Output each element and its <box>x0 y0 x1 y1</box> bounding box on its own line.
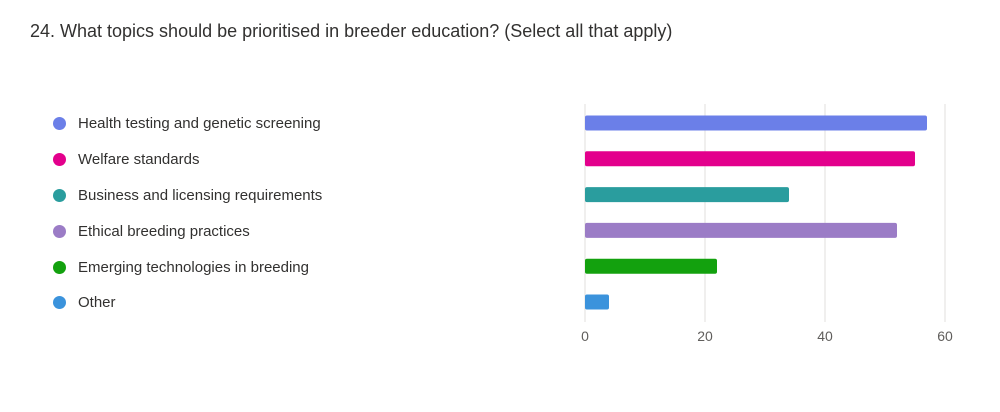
bar <box>585 258 717 274</box>
tick-layer: 0 20 40 60 <box>581 328 953 344</box>
legend-dot <box>53 224 66 238</box>
legend-label: Welfare standards <box>78 151 200 169</box>
question-title: 24. What topics should be prioritised in… <box>30 21 673 41</box>
legend-dot <box>53 260 66 274</box>
legend-label: Business and licensing requirements <box>78 186 323 204</box>
x-tick-label: 0 <box>581 328 589 344</box>
x-tick-label: 60 <box>937 328 953 344</box>
x-tick-label: 20 <box>697 328 713 344</box>
legend-label: Emerging technologies in breeding <box>78 258 309 276</box>
bar <box>585 151 915 167</box>
bar <box>585 294 609 310</box>
chart-legend: Health testing and genetic screening Wel… <box>53 106 322 321</box>
legend-item: Health testing and genetic screening <box>53 106 322 142</box>
legend-item: Business and licensing requirements <box>53 178 322 214</box>
legend-label: Other <box>78 294 116 312</box>
bar <box>585 222 897 238</box>
legend-label: Ethical breeding practices <box>78 222 250 240</box>
bar <box>585 187 789 203</box>
legend-item: Other <box>53 285 322 321</box>
legend-dot <box>53 188 66 202</box>
legend-dot <box>53 296 66 310</box>
legend-item: Ethical breeding practices <box>53 213 322 249</box>
bar-layer <box>585 115 927 310</box>
bar <box>585 115 927 131</box>
x-tick-label: 40 <box>817 328 833 344</box>
legend-item: Emerging technologies in breeding <box>53 249 322 285</box>
legend-dot <box>53 117 66 131</box>
legend-label: Health testing and genetic screening <box>78 115 321 133</box>
legend-dot <box>53 153 66 167</box>
legend-item: Welfare standards <box>53 142 322 178</box>
grid-layer <box>584 104 946 322</box>
